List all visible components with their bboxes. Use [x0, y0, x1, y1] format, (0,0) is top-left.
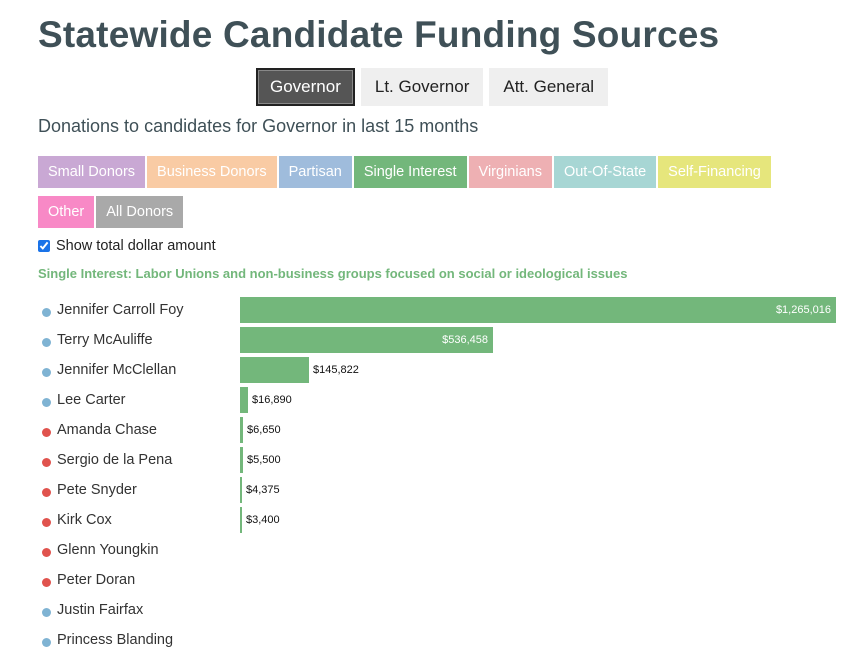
- chart-subtitle: Donations to candidates for Governor in …: [38, 116, 479, 136]
- party-dot: [42, 308, 51, 317]
- show-total-option[interactable]: Show total dollar amount: [38, 238, 216, 254]
- candidate-name: Justin Fairfax: [57, 602, 144, 618]
- filter-partisan[interactable]: Partisan: [278, 156, 352, 188]
- filter-business-donors[interactable]: Business Donors: [147, 156, 277, 188]
- donor-category-filters: Small Donors Business Donors Partisan Si…: [38, 156, 818, 236]
- party-dot: [42, 368, 51, 377]
- party-dot: [42, 608, 51, 617]
- page-title: Statewide Candidate Funding Sources: [38, 14, 720, 55]
- chart-row: Pete Snyder $4,375: [38, 477, 848, 507]
- bar-value-label: $145,822: [313, 364, 359, 376]
- funding-bar[interactable]: [240, 357, 309, 383]
- chart-row: Sergio de la Pena $5,500: [38, 447, 848, 477]
- funding-bar[interactable]: [240, 297, 836, 323]
- category-description: Single Interest: Labor Unions and non-bu…: [38, 266, 628, 281]
- bar-value-label: $4,375: [246, 484, 280, 496]
- party-dot: [42, 548, 51, 557]
- party-dot: [42, 578, 51, 587]
- candidate-name: Kirk Cox: [57, 512, 112, 528]
- chart-row: Jennifer McClellan $145,822: [38, 357, 848, 387]
- bar-value-label: $536,458: [442, 334, 488, 346]
- party-dot: [42, 398, 51, 407]
- bar-value-label: $16,890: [252, 394, 292, 406]
- tab-governor[interactable]: Governor: [256, 68, 355, 106]
- tab-lt-governor[interactable]: Lt. Governor: [360, 68, 484, 106]
- party-dot: [42, 488, 51, 497]
- candidate-name: Jennifer McClellan: [57, 362, 177, 378]
- filter-other[interactable]: Other: [38, 196, 95, 228]
- chart-row: Princess Blanding: [38, 627, 848, 657]
- candidate-name: Princess Blanding: [57, 632, 174, 648]
- candidate-name: Pete Snyder: [57, 482, 137, 498]
- funding-bar[interactable]: [240, 417, 243, 443]
- filter-all-donors[interactable]: All Donors: [96, 196, 184, 228]
- party-dot: [42, 458, 51, 467]
- party-dot: [42, 518, 51, 527]
- party-dot: [42, 338, 51, 347]
- candidate-name: Amanda Chase: [57, 422, 157, 438]
- chart-row: Justin Fairfax: [38, 597, 848, 627]
- party-dot: [42, 638, 51, 647]
- chart-row: Terry McAuliffe $536,458: [38, 327, 848, 357]
- funding-bar[interactable]: [240, 507, 242, 533]
- party-dot: [42, 428, 51, 437]
- chart-row: Jennifer Carroll Foy $1,265,016: [38, 297, 848, 327]
- filter-out-of-state[interactable]: Out-Of-State: [553, 156, 657, 188]
- filter-small-donors[interactable]: Small Donors: [38, 156, 146, 188]
- funding-bar[interactable]: [240, 387, 248, 413]
- candidate-name: Sergio de la Pena: [57, 452, 173, 468]
- funding-bar[interactable]: [240, 477, 242, 503]
- chart-row: Glenn Youngkin: [38, 537, 848, 567]
- show-total-label: Show total dollar amount: [56, 238, 216, 254]
- bar-value-label: $5,500: [247, 454, 281, 466]
- funding-bar[interactable]: [240, 447, 243, 473]
- chart-row: Peter Doran: [38, 567, 848, 597]
- chart-row: Kirk Cox $3,400: [38, 507, 848, 537]
- chart-row: Lee Carter $16,890: [38, 387, 848, 417]
- office-tabs: Governor Lt. Governor Att. General: [256, 68, 609, 106]
- candidate-name: Jennifer Carroll Foy: [57, 302, 184, 318]
- candidate-name: Peter Doran: [57, 572, 136, 588]
- candidate-name: Terry McAuliffe: [57, 332, 153, 348]
- show-total-checkbox[interactable]: [38, 240, 50, 252]
- candidate-name: Glenn Youngkin: [57, 542, 159, 558]
- chart-row: Amanda Chase $6,650: [38, 417, 848, 447]
- bar-value-label: $3,400: [246, 514, 280, 526]
- funding-bar[interactable]: [240, 327, 493, 353]
- tab-att-general[interactable]: Att. General: [489, 68, 609, 106]
- filter-single-interest[interactable]: Single Interest: [353, 156, 467, 188]
- candidate-name: Lee Carter: [57, 392, 126, 408]
- funding-bar-chart: Jennifer Carroll Foy $1,265,016 Terry McAu…: [38, 297, 848, 657]
- filter-virginians[interactable]: Virginians: [468, 156, 552, 188]
- bar-value-label: $6,650: [247, 424, 281, 436]
- bar-value-label: $1,265,016: [775, 304, 831, 316]
- filter-self-financing[interactable]: Self-Financing: [658, 156, 771, 188]
